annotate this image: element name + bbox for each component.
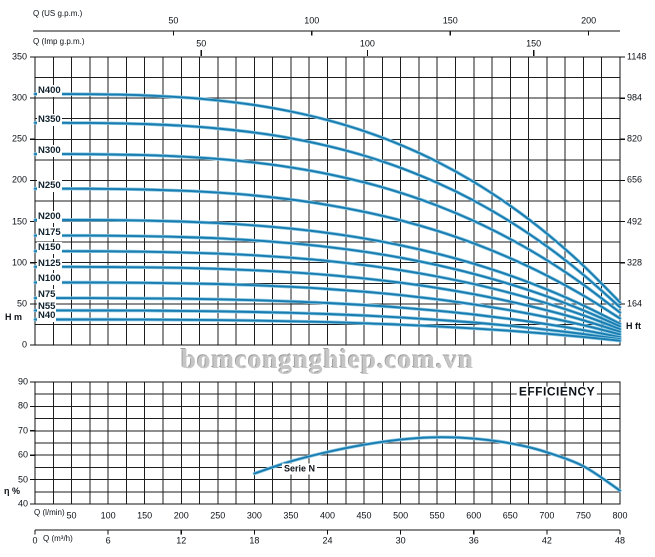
lmin-tick-label: 150 xyxy=(137,510,153,521)
h-ft-tick-label: 1148 xyxy=(627,51,647,62)
curve-n350 xyxy=(34,121,621,309)
h-ft-tick-label: 164 xyxy=(627,298,643,309)
lmin-tick-label: 800 xyxy=(612,510,628,521)
curve-n200 xyxy=(34,218,621,325)
curve-label-n150: N150 xyxy=(37,242,62,255)
h-m-tick-label: 300 xyxy=(11,92,27,103)
x-axis-title-imp-gpm: Q (Imp g.p.m.) xyxy=(33,37,85,46)
h-m-tick-label: 0 xyxy=(21,339,27,350)
curve-n400 xyxy=(34,93,621,304)
lmin-tick-label: 50 xyxy=(66,510,77,521)
m3h-tick-label: 42 xyxy=(541,535,552,546)
efficiency-curve xyxy=(253,436,621,492)
x-axis-title-lmin: Q (l/min) xyxy=(34,508,65,517)
head-chart-frame xyxy=(34,56,621,346)
curve-label-n200: N200 xyxy=(37,210,62,223)
h-ft-tick-label: 656 xyxy=(627,174,643,185)
eta-tick-label: 70 xyxy=(17,425,28,436)
curve-label-n125: N125 xyxy=(37,257,62,270)
x-axis-title-us-gpm: Q (US g.p.m.) xyxy=(33,9,83,18)
lmin-tick-label: 350 xyxy=(283,510,299,521)
eta-tick-label: 90 xyxy=(17,376,28,387)
curve-label-n175: N175 xyxy=(37,226,62,239)
h-ft-tick-label: 820 xyxy=(627,133,643,144)
curve-n125 xyxy=(34,265,621,333)
m3h-tick-label: 36 xyxy=(468,535,479,546)
h-ft-tick-label: 328 xyxy=(627,257,643,268)
curve-label-n250: N250 xyxy=(37,179,62,192)
m3h-tick-label: 24 xyxy=(322,535,333,546)
lmin-tick-label: 200 xyxy=(173,510,189,521)
curve-label-n75: N75 xyxy=(37,289,57,302)
curve-n150 xyxy=(34,250,621,331)
lmin-tick-label: 450 xyxy=(356,510,372,521)
series-label: Serie N xyxy=(282,463,318,475)
m3h-tick-label: 18 xyxy=(249,535,260,546)
curve-n175 xyxy=(34,234,621,328)
imp-gpm-tick-label: 150 xyxy=(526,38,542,49)
efficiency-title: EFFICIENCY xyxy=(516,384,598,399)
lmin-tick-label: 100 xyxy=(100,510,116,521)
m3h-tick-label: 6 xyxy=(105,535,111,546)
lmin-tick-label: 600 xyxy=(466,510,482,521)
lmin-tick-label: 700 xyxy=(539,510,555,521)
y-axis-title-h-ft: H ft xyxy=(626,321,641,331)
curve-label-n40: N40 xyxy=(37,310,57,323)
eta-tick-label: 80 xyxy=(17,400,28,411)
h-ft-tick-label: 984 xyxy=(627,92,643,103)
h-m-tick-label: 250 xyxy=(11,133,27,144)
eta-tick-label: 60 xyxy=(17,449,28,460)
watermark: bomcongnghiep.com.vn xyxy=(180,344,475,374)
curve-label-n55: N55 xyxy=(37,301,57,314)
curve-label-n300: N300 xyxy=(37,145,62,158)
curve-n75 xyxy=(34,297,621,338)
curve-n100 xyxy=(34,281,621,336)
eta-tick-label: 40 xyxy=(17,498,28,509)
imp-gpm-tick-label: 50 xyxy=(196,38,207,49)
curve-label-n350: N350 xyxy=(37,113,62,126)
h-m-tick-label: 350 xyxy=(11,51,27,62)
curve-n300 xyxy=(34,153,621,314)
us-gpm-tick-label: 150 xyxy=(442,15,458,26)
lmin-tick-label: 300 xyxy=(246,510,262,521)
h-m-tick-label: 50 xyxy=(16,298,27,309)
x-axis-title-m3h: Q (m³/h) xyxy=(43,534,73,543)
lmin-tick-label: 650 xyxy=(502,510,518,521)
curve-n55 xyxy=(34,309,621,341)
h-m-tick-label: 100 xyxy=(11,257,27,268)
m3h-tick-label: 30 xyxy=(395,535,406,546)
curve-label-n100: N100 xyxy=(37,273,62,286)
us-gpm-tick-label: 100 xyxy=(304,15,320,26)
lmin-tick-label: 550 xyxy=(429,510,445,521)
curve-n40 xyxy=(34,318,621,342)
lmin-tick-label: 400 xyxy=(319,510,336,521)
eta-tick-label: 50 xyxy=(17,474,28,485)
efficiency-chart-frame xyxy=(34,381,621,505)
us-gpm-tick-label: 50 xyxy=(168,15,179,26)
h-m-tick-label: 200 xyxy=(11,174,27,185)
m3h-tick-label: 48 xyxy=(614,535,626,546)
curve-n250 xyxy=(34,187,621,320)
lmin-tick-label: 250 xyxy=(210,510,226,521)
lmin-tick-label: 500 xyxy=(393,510,409,521)
m3h-tick-label: 12 xyxy=(176,535,187,546)
h-m-tick-label: 150 xyxy=(11,216,27,227)
curve-label-n400: N400 xyxy=(37,85,62,98)
y-axis-title-eta: η % xyxy=(4,486,21,496)
us-gpm-tick-label: 200 xyxy=(581,15,597,26)
imp-gpm-tick-label: 100 xyxy=(359,38,375,49)
y-axis-title-h-m: H m xyxy=(5,312,23,322)
m3h-tick-label: 0 xyxy=(32,535,38,546)
h-ft-tick-label: 492 xyxy=(627,216,643,227)
lmin-tick-label: 750 xyxy=(575,510,591,521)
